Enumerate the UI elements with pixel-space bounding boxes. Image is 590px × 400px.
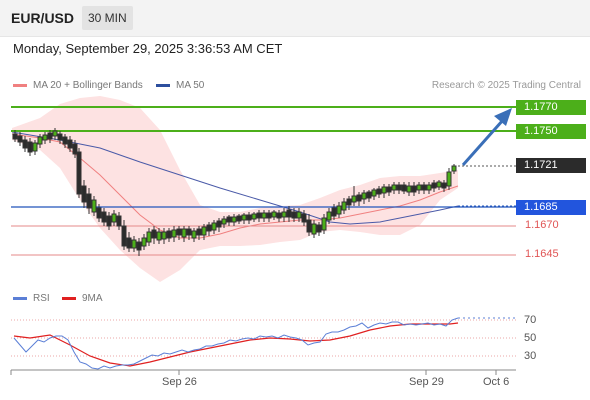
timeframe-button[interactable]: 30 MIN [82,6,133,30]
9ma-label: 9MA [82,293,103,304]
pivot-badge: 1.1685 [516,200,586,215]
x-label-sep29: Sep 29 [409,376,444,388]
x-label-sep26: Sep 26 [162,376,197,388]
credit-text: Research © 2025 Trading Central [431,80,581,91]
legend-9ma: 9MA [62,293,103,304]
rsi-tick-70: 70 [524,314,537,326]
ma20-line [11,133,459,239]
level-s2-label: 1.1645 [525,248,559,260]
legend-ma50: MA 50 [156,80,204,91]
rsi-label: RSI [33,293,50,304]
ma20-label: MA 20 + Bollinger Bands [33,80,143,91]
candlesticks [12,128,457,256]
ma50-label: MA 50 [176,80,205,91]
level-s1-label: 1.1670 [525,219,559,231]
rsi-tick-50: 50 [524,332,537,344]
level-r1-badge: 1.1750 [516,124,586,139]
ma20-swatch [13,83,27,87]
rsi-line [13,317,459,370]
forecast-arrow-line [461,119,505,166]
currency-pair: EUR/USD [11,10,75,26]
legend-rsi: RSI [13,293,50,304]
last-price-badge: 1.1721 [516,158,586,173]
x-label-oct6: Oct 6 [483,376,510,388]
level-r2-badge: 1.1770 [516,100,586,115]
chart-datetime: Monday, September 29, 2025 3:36:53 AM CE… [13,41,283,56]
ma50-swatch [156,83,170,87]
rsi-tick-30: 30 [524,350,537,362]
9ma-swatch [62,296,76,300]
legend-ma20: MA 20 + Bollinger Bands [13,80,143,91]
rsi-9ma-line [13,322,459,367]
rsi-swatch [13,296,27,300]
chart-header: EUR/USD 30 MIN [0,0,590,37]
forecast-arrow-head [494,108,512,126]
